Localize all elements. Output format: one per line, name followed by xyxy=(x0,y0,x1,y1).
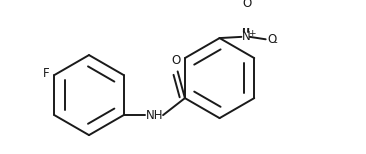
Text: O: O xyxy=(267,33,276,46)
Text: F: F xyxy=(43,67,49,80)
Text: NH: NH xyxy=(146,109,164,122)
Text: N: N xyxy=(242,30,251,43)
Text: O: O xyxy=(242,0,251,10)
Text: O: O xyxy=(172,54,181,67)
Text: +: + xyxy=(248,29,255,38)
Text: -: - xyxy=(273,37,277,47)
